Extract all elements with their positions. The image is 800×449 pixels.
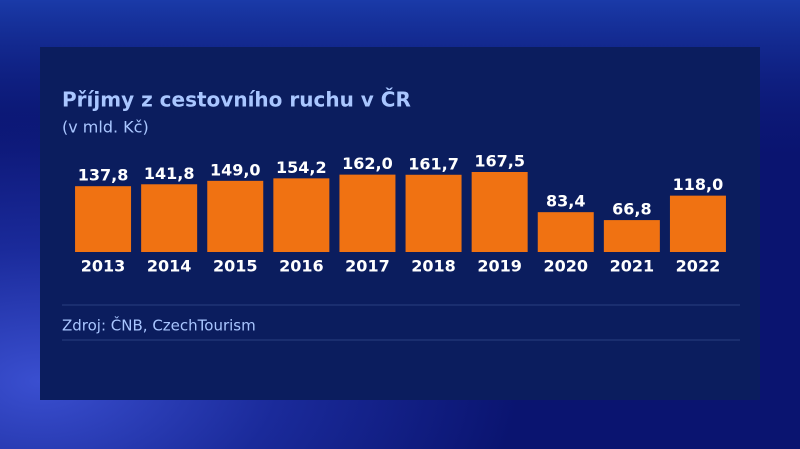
x-tick-label: 2020 [543,257,588,276]
value-label: 162,0 [342,154,393,173]
x-tick-label: 2014 [147,257,192,276]
value-label: 141,8 [144,164,195,183]
bar [141,184,198,252]
bar [207,180,264,252]
source: Zdroj: ČNB, CzechTourism [62,316,256,335]
x-tick-label: 2016 [279,257,324,276]
bar [537,212,594,252]
value-label: 83,4 [546,192,585,211]
value-label: 154,2 [276,158,327,177]
value-label: 149,0 [210,160,261,179]
value-label: 137,8 [78,166,129,185]
bar [603,220,660,252]
x-tick-label: 2017 [345,257,390,276]
chart-title: Příjmy z cestovního ruchu v ČR [62,88,411,112]
x-tick-label: 2022 [676,257,721,276]
bar [471,172,528,252]
x-tick-label: 2021 [610,257,655,276]
x-tick-label: 2018 [411,257,456,276]
x-tick-label: 2015 [213,257,258,276]
bar [75,186,132,252]
x-tick-label: 2013 [81,257,126,276]
bar [339,174,396,252]
bar [669,195,726,252]
bar [273,178,330,252]
x-tick-label: 2019 [477,257,522,276]
value-label: 167,5 [474,152,525,171]
value-label: 118,0 [673,175,724,194]
bar [405,174,462,252]
value-label: 161,7 [408,154,459,173]
chart-subtitle: (v mld. Kč) [62,118,149,137]
value-label: 66,8 [612,200,651,219]
